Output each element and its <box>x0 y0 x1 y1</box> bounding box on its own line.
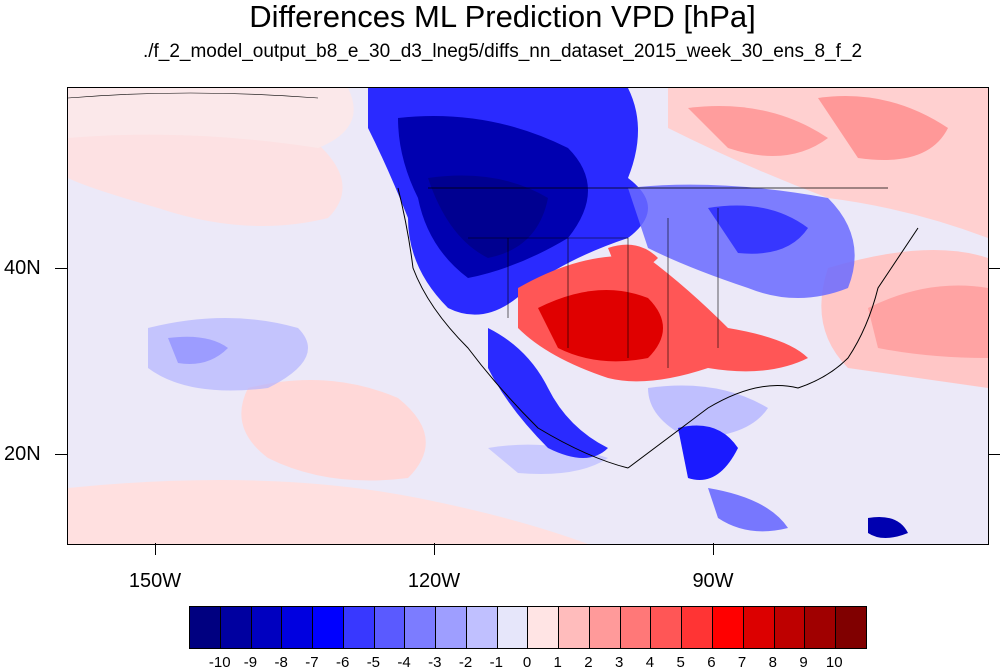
colorbar-box <box>313 607 344 648</box>
colorbar-box <box>436 607 467 648</box>
lon-label-150w: 150W <box>128 570 182 592</box>
lon-tick <box>155 543 156 555</box>
vpd-difference-map <box>68 88 988 544</box>
colorbar-box <box>374 607 406 648</box>
lon-label-120w: 120W <box>407 570 461 592</box>
lon-tick <box>434 543 435 555</box>
colorbar-box <box>620 607 652 648</box>
colorbar-label: 7 <box>737 654 747 671</box>
colorbar-box <box>343 607 375 648</box>
colorbar-label: 9 <box>799 654 808 671</box>
colorbar-box <box>836 607 866 648</box>
colorbar-label: -10 <box>208 654 231 671</box>
colorbar-label: -9 <box>243 654 258 671</box>
colorbar-label: 5 <box>676 654 685 671</box>
colorbar-box <box>528 607 560 648</box>
lon-tick <box>713 543 714 555</box>
lat-tick <box>988 454 1000 455</box>
colorbar-label: -8 <box>274 654 288 671</box>
colorbar-label: -4 <box>397 654 411 671</box>
colorbar-label: -7 <box>305 654 319 671</box>
map-subtitle: ./f_2_model_output_b8_e_30_d3_lneg5/diff… <box>142 41 863 62</box>
colorbar-label: 4 <box>645 654 655 671</box>
map-plot-area <box>67 87 989 545</box>
lon-label-90w: 90W <box>692 570 734 592</box>
colorbar-box <box>743 607 775 648</box>
colorbar-label: 8 <box>768 654 777 671</box>
colorbar-label: 0 <box>522 654 532 671</box>
colorbar-label: 6 <box>707 654 716 671</box>
colorbar-box <box>282 607 314 648</box>
colorbar-box <box>466 607 498 648</box>
lat-tick <box>55 454 67 455</box>
colorbar-box <box>559 607 590 648</box>
colorbar-box <box>589 607 621 648</box>
colorbar-label: 3 <box>615 654 624 671</box>
colorbar-box <box>682 607 714 648</box>
colorbar-box <box>805 607 837 648</box>
lat-label-40n: 40N <box>4 257 41 279</box>
lat-tick <box>988 268 1000 269</box>
colorbar-box <box>497 607 529 648</box>
map-title: Differences ML Prediction VPD [hPa] <box>249 0 756 34</box>
colorbar-box <box>651 607 683 648</box>
colorbar-box <box>713 607 744 648</box>
colorbar-label: 10 <box>825 654 843 671</box>
colorbar-label: 1 <box>553 654 562 671</box>
colorbar-label: -6 <box>335 654 350 671</box>
colorbar-box <box>774 607 806 648</box>
colorbar-label: -3 <box>428 654 442 671</box>
colorbar-label: -5 <box>366 654 381 671</box>
colorbar-box <box>220 607 252 648</box>
colorbar-box <box>251 607 283 648</box>
lat-label-20n: 20N <box>4 443 41 465</box>
colorbar-box <box>405 607 437 648</box>
colorbar-box <box>190 607 221 648</box>
colorbar-label: 2 <box>584 654 593 671</box>
lat-tick <box>55 268 67 269</box>
colorbar-label: -2 <box>458 654 473 671</box>
colorbar <box>189 606 867 649</box>
colorbar-label: -1 <box>489 654 503 671</box>
